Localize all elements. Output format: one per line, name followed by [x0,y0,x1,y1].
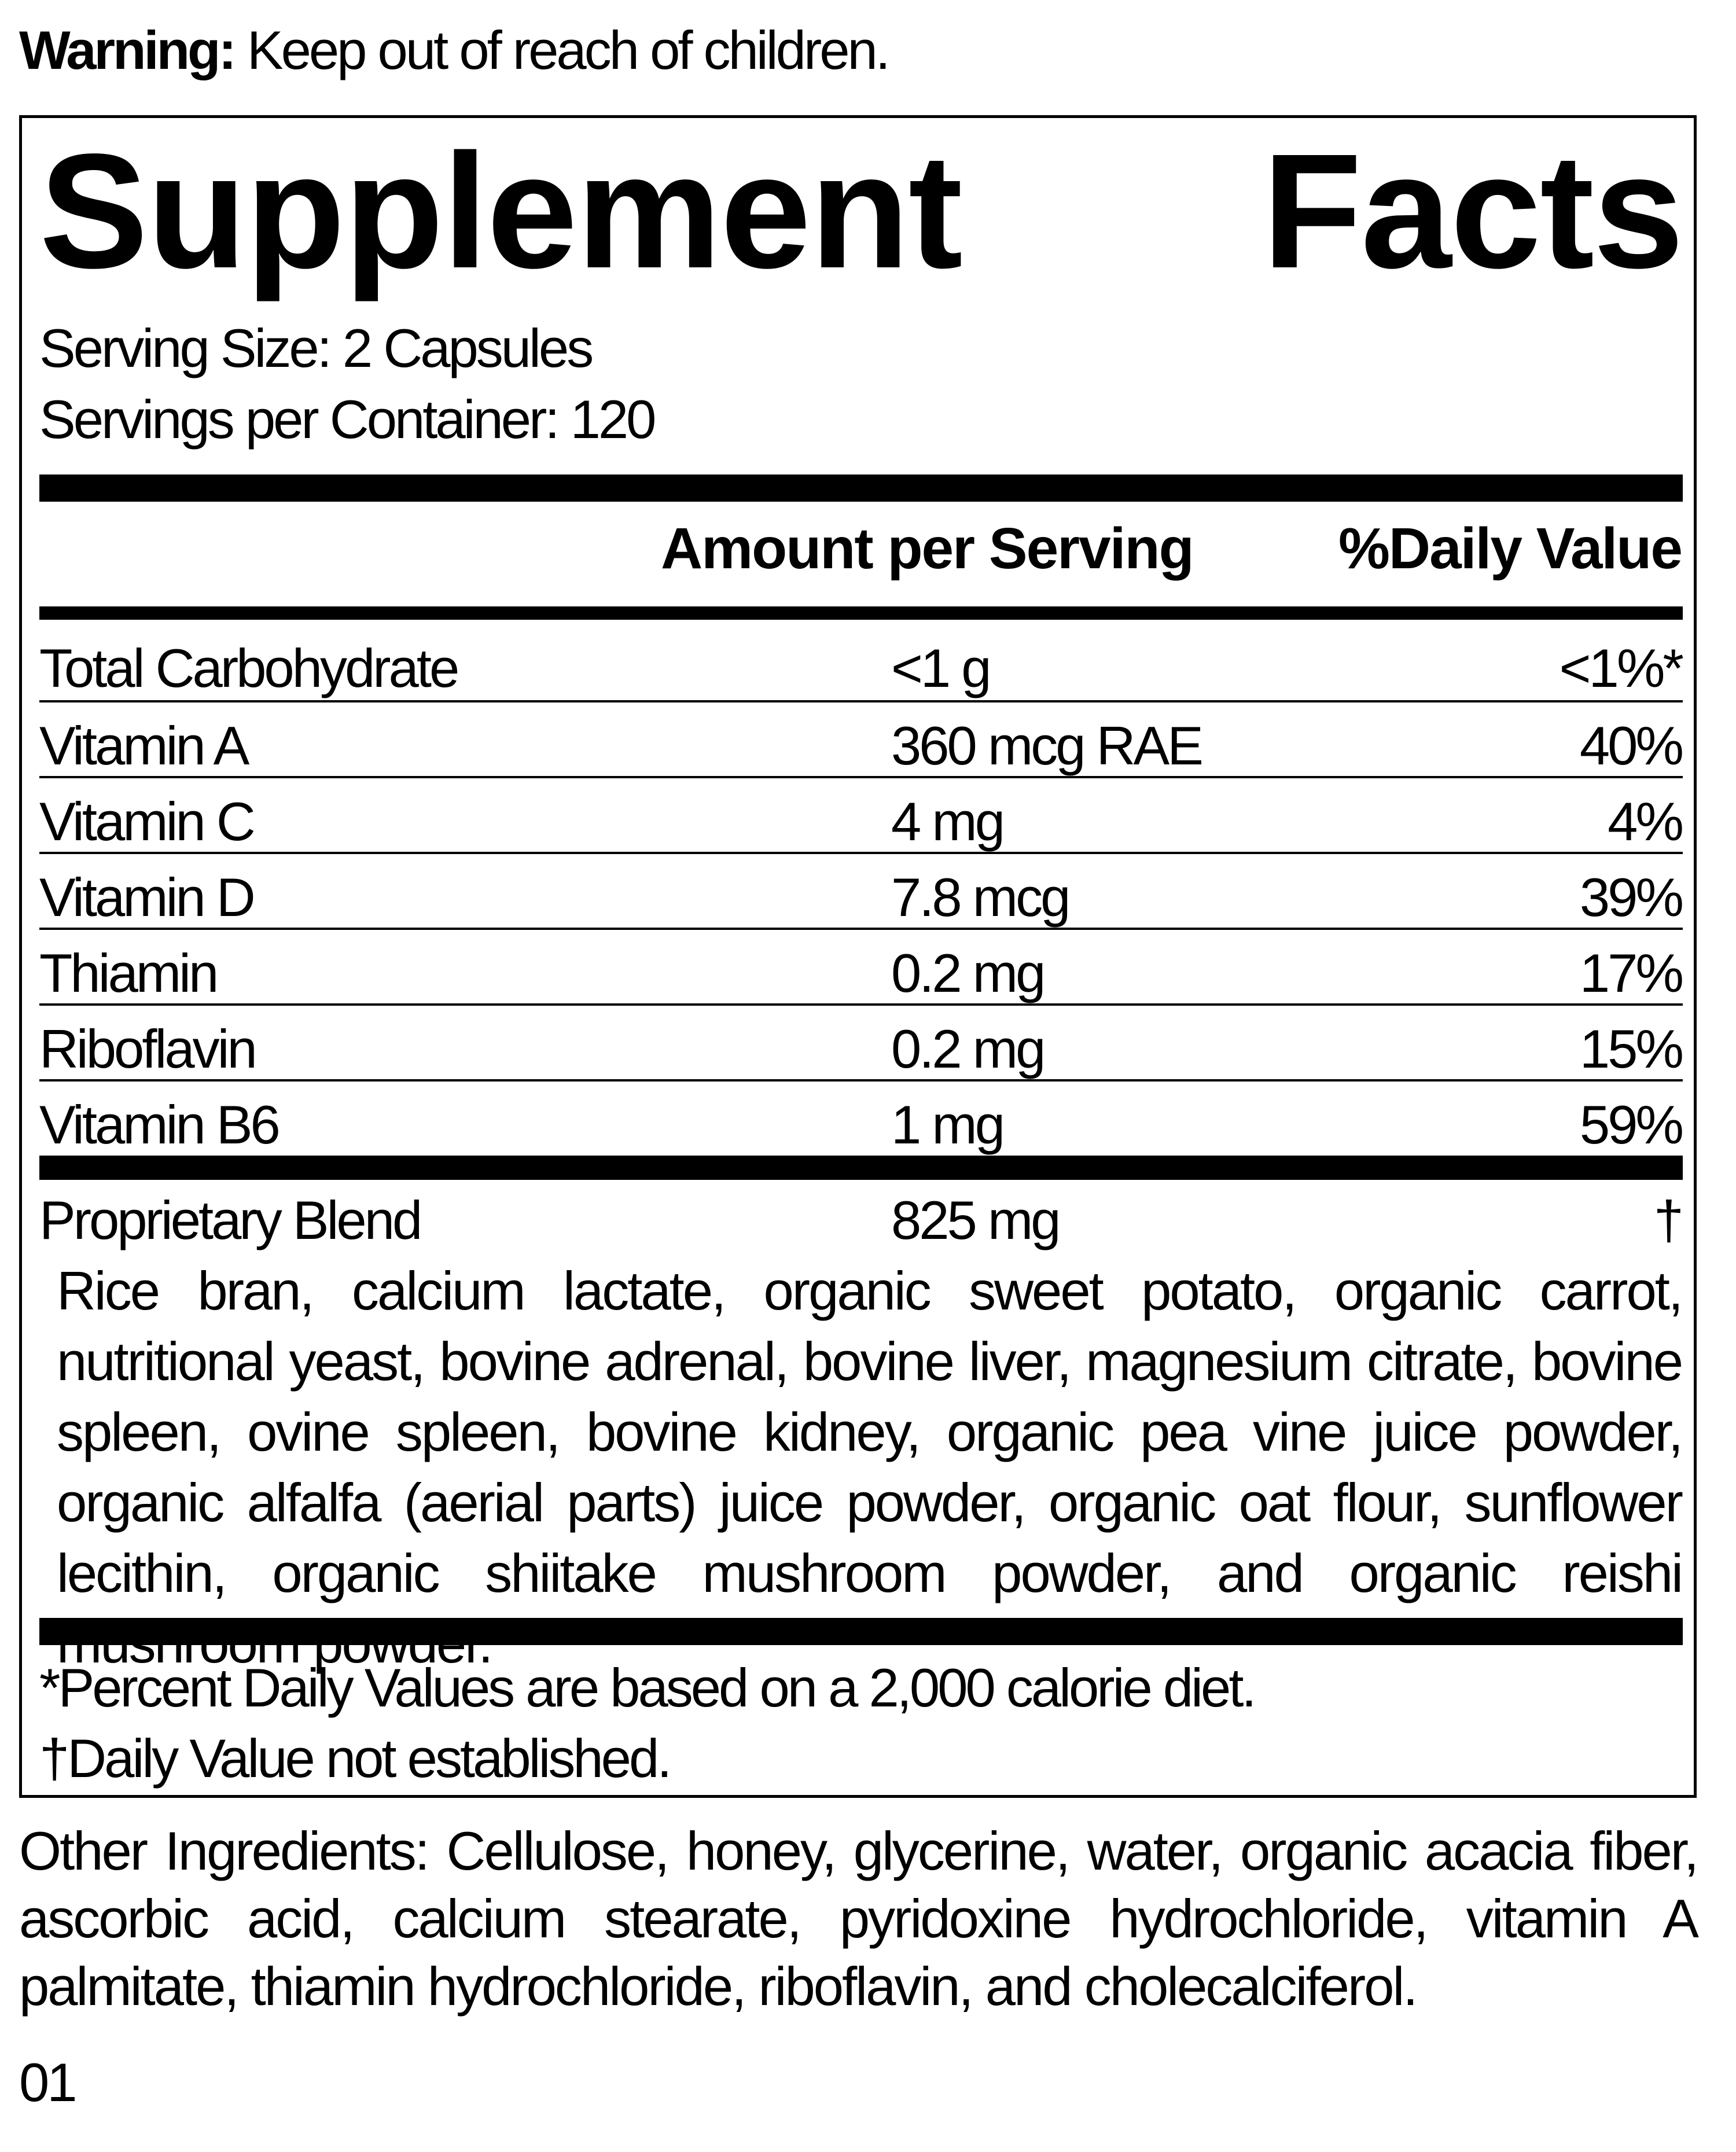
nutrient-dv: 4% [1608,791,1684,852]
row-separator [39,776,1683,778]
nutrient-amount: 7.8 mcg [891,867,1071,928]
serving-size: Serving Size: 2 Capsules [39,318,594,378]
nutrient-amount: 360 mcg RAE [891,715,1204,776]
warning: Warning: Keep out of reach of children. [19,20,891,80]
nutrient-name: Vitamin D [39,867,256,928]
nutrient-name: Total Carbohydrate [39,638,459,698]
row-separator [39,700,1683,702]
blend-ingredients: Rice bran, calcium lactate, organic swee… [57,1260,1683,1674]
blend-name: Proprietary Blend [39,1190,422,1250]
blend-amount: 825 mg [891,1190,1061,1250]
nutrient-dv: 15% [1579,1018,1684,1079]
nutrient-amount: 0.2 mg [891,1018,1046,1079]
supplement-facts-panel [19,115,1697,1798]
row-separator [39,1079,1683,1081]
divider-bar [39,474,1683,502]
header-amount: Amount per Serving [661,516,1194,581]
nutrient-dv: 59% [1579,1094,1684,1155]
servings-per-container: Servings per Container: 120 [39,389,656,450]
warning-text: Keep out of reach of children. [247,20,891,80]
nutrient-name: Riboflavin [39,1018,258,1079]
title-word-facts: Facts [1262,120,1684,302]
footnote-not-established: †Daily Value not established. [39,1728,672,1789]
row-separator [39,852,1683,854]
nutrient-name: Vitamin A [39,715,249,776]
nutrient-dv: 39% [1579,867,1684,928]
warning-label: Warning: [19,20,237,80]
row-separator [39,1003,1683,1006]
divider-bar [39,606,1683,620]
label-code: 01 [19,2052,78,2113]
blend-dv: † [1653,1190,1684,1250]
nutrient-dv: <1%* [1559,638,1684,698]
footnote-daily-value: *Percent Daily Values are based on a 2,0… [39,1657,1257,1718]
row-separator [39,928,1683,930]
nutrient-name: Thiamin [39,943,219,1003]
other-ingredients: Other Ingredients: Cellulose, honey, gly… [19,1820,1699,2017]
nutrient-amount: 1 mg [891,1094,1005,1155]
divider-bar [39,1156,1683,1180]
nutrient-dv: 17% [1579,943,1684,1003]
nutrient-name: Vitamin C [39,791,256,852]
nutrient-amount: <1 g [891,638,992,698]
panel-title: Supplement Facts [39,120,1684,302]
nutrient-dv: 40% [1579,715,1684,776]
divider-bar [39,1618,1683,1645]
nutrient-name: Vitamin B6 [39,1094,281,1155]
nutrient-amount: 0.2 mg [891,943,1046,1003]
nutrient-amount: 4 mg [891,791,1005,852]
header-daily-value: %Daily Value [1338,516,1683,581]
title-word-supplement: Supplement [39,120,963,302]
